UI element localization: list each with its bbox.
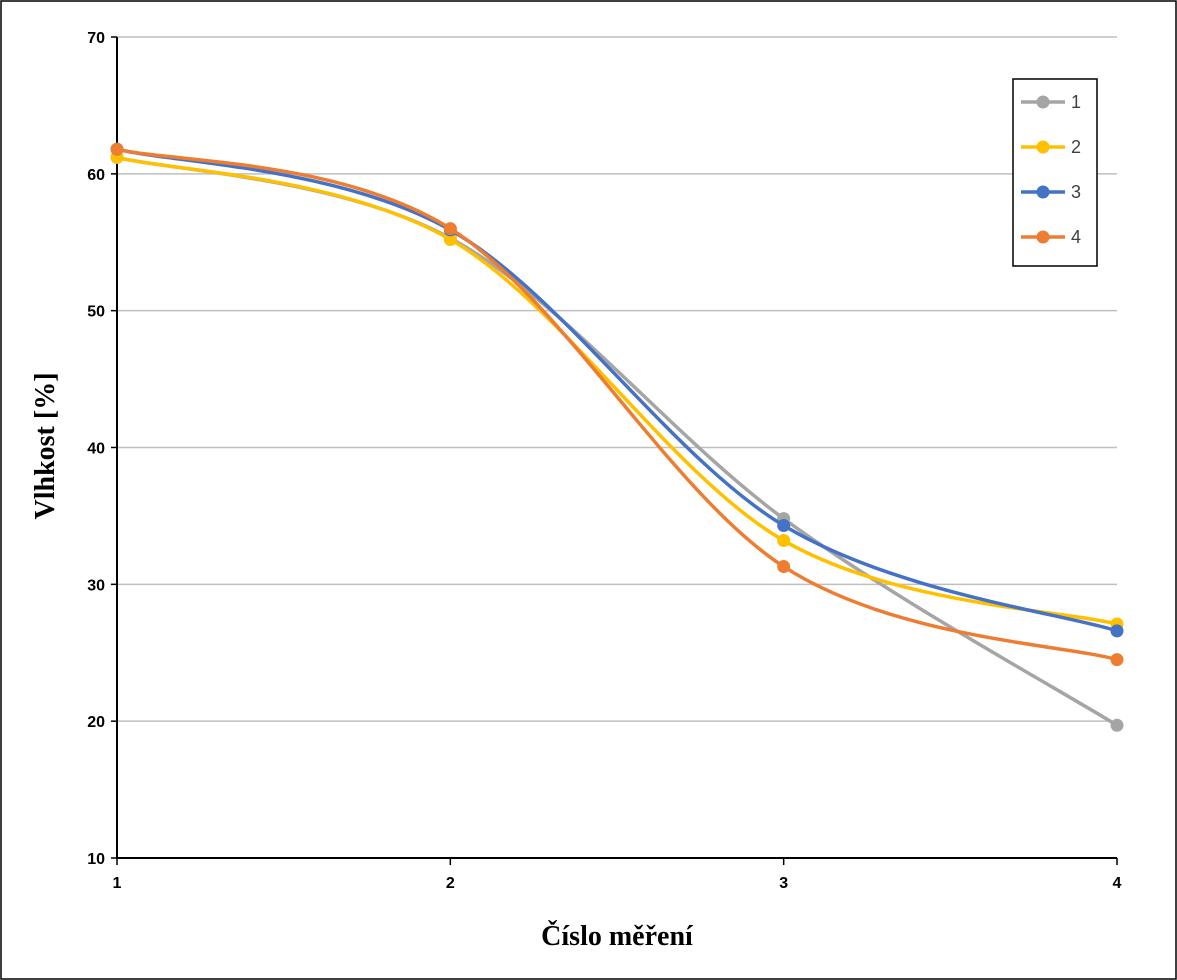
legend-marker-1 bbox=[1036, 95, 1050, 109]
axes: 10 20 30 40 50 60 70 1 2 3 4 bbox=[87, 30, 1121, 892]
series-4-line bbox=[116, 147, 1118, 662]
series-2-line bbox=[116, 155, 1118, 626]
series-2-point-3 bbox=[777, 534, 791, 548]
legend-item-3: 3 bbox=[1021, 182, 1081, 202]
legend: 1 2 3 4 bbox=[1012, 78, 1098, 267]
legend-box bbox=[1012, 78, 1098, 267]
series-4 bbox=[110, 142, 1124, 667]
x-tick-label: 2 bbox=[446, 875, 455, 892]
legend-item-2: 2 bbox=[1021, 137, 1081, 157]
series-3-point-3 bbox=[777, 518, 791, 532]
legend-item-1: 1 bbox=[1021, 92, 1081, 112]
legend-marker-4 bbox=[1036, 230, 1050, 244]
series-2-point-2 bbox=[443, 233, 457, 247]
series-3-line bbox=[116, 147, 1118, 633]
series-4-point-2 bbox=[443, 222, 457, 236]
series-4-point-3 bbox=[777, 560, 791, 574]
x-axis-title: Číslo měření bbox=[541, 921, 694, 952]
y-tick-label: 50 bbox=[87, 304, 105, 321]
series-3-point-4 bbox=[1110, 624, 1124, 638]
x-tick-label: 1 bbox=[113, 875, 122, 892]
legend-marker-3 bbox=[1036, 185, 1050, 199]
legend-label: 2 bbox=[1071, 137, 1081, 157]
y-axis-title: Vlhkost [%] bbox=[30, 372, 61, 519]
series-layer bbox=[110, 142, 1124, 732]
x-tick-label: 4 bbox=[1113, 875, 1122, 892]
x-tick-label: 3 bbox=[779, 875, 788, 892]
y-tick-label: 30 bbox=[87, 577, 105, 594]
y-tick-label: 10 bbox=[87, 851, 105, 868]
y-tick-label: 20 bbox=[87, 714, 105, 731]
legend-label: 4 bbox=[1071, 227, 1081, 247]
legend-label: 3 bbox=[1071, 182, 1081, 202]
legend-label: 1 bbox=[1071, 92, 1081, 112]
y-tick-label: 40 bbox=[87, 441, 105, 458]
y-tick-label: 70 bbox=[87, 30, 105, 47]
legend-item-4: 4 bbox=[1021, 227, 1081, 247]
series-4-point-4 bbox=[1110, 653, 1124, 667]
y-tick-label: 60 bbox=[87, 167, 105, 184]
series-4-point-1 bbox=[110, 142, 124, 156]
legend-marker-2 bbox=[1036, 140, 1050, 154]
series-1-point-4 bbox=[1110, 718, 1124, 732]
